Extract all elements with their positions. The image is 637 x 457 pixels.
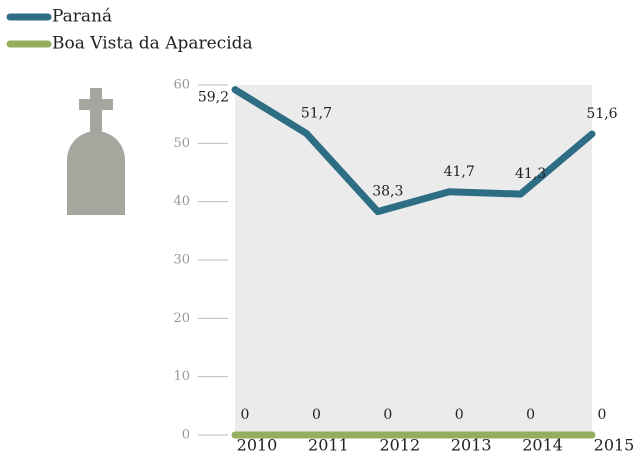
- data-label: 51,6: [586, 106, 617, 122]
- series-line: [231, 86, 596, 216]
- tombstone-icon: [67, 88, 125, 215]
- data-label: 0: [526, 407, 535, 423]
- data-label: 0: [312, 407, 321, 423]
- y-tick-label: 50: [173, 136, 190, 151]
- data-label: 0: [598, 407, 607, 423]
- x-tick-label: 2011: [308, 436, 349, 455]
- data-label: 41,3: [515, 166, 546, 182]
- x-tick-label: 2012: [379, 436, 420, 455]
- y-tick-label: 60: [173, 78, 190, 93]
- x-tick-label: 2013: [451, 436, 492, 455]
- y-tick-label: 20: [173, 311, 190, 326]
- data-label: 0: [241, 407, 250, 423]
- data-label: 41,7: [444, 164, 475, 180]
- x-tick-label: 2010: [237, 436, 278, 455]
- x-tick-label: 2014: [522, 436, 563, 455]
- y-tick-label: 40: [173, 194, 190, 209]
- data-label: 0: [383, 407, 392, 423]
- legend-label: Paraná: [52, 7, 112, 27]
- plot-background: [235, 85, 592, 435]
- y-tick-label: 10: [173, 369, 190, 384]
- data-label: 59,2: [198, 90, 229, 106]
- data-label: 38,3: [372, 184, 403, 200]
- legend-label: Boa Vista da Aparecida: [52, 34, 253, 54]
- y-tick-label: 0: [182, 428, 190, 443]
- data-label: 0: [455, 407, 464, 423]
- y-tick-label: 30: [173, 253, 190, 268]
- x-tick-label: 2015: [594, 436, 635, 455]
- data-label: 51,7: [301, 105, 332, 121]
